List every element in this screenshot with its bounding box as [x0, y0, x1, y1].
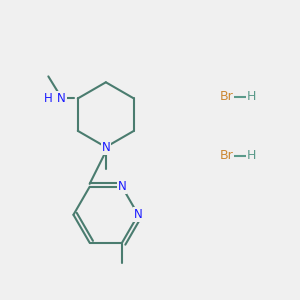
Text: H: H	[247, 91, 256, 103]
Text: Br: Br	[220, 91, 233, 103]
Text: N: N	[118, 180, 126, 193]
Text: N: N	[57, 92, 66, 105]
Text: H: H	[44, 92, 53, 105]
Text: N: N	[101, 141, 110, 154]
Text: H: H	[247, 149, 256, 162]
Text: N: N	[134, 208, 142, 221]
Text: Br: Br	[220, 149, 233, 162]
